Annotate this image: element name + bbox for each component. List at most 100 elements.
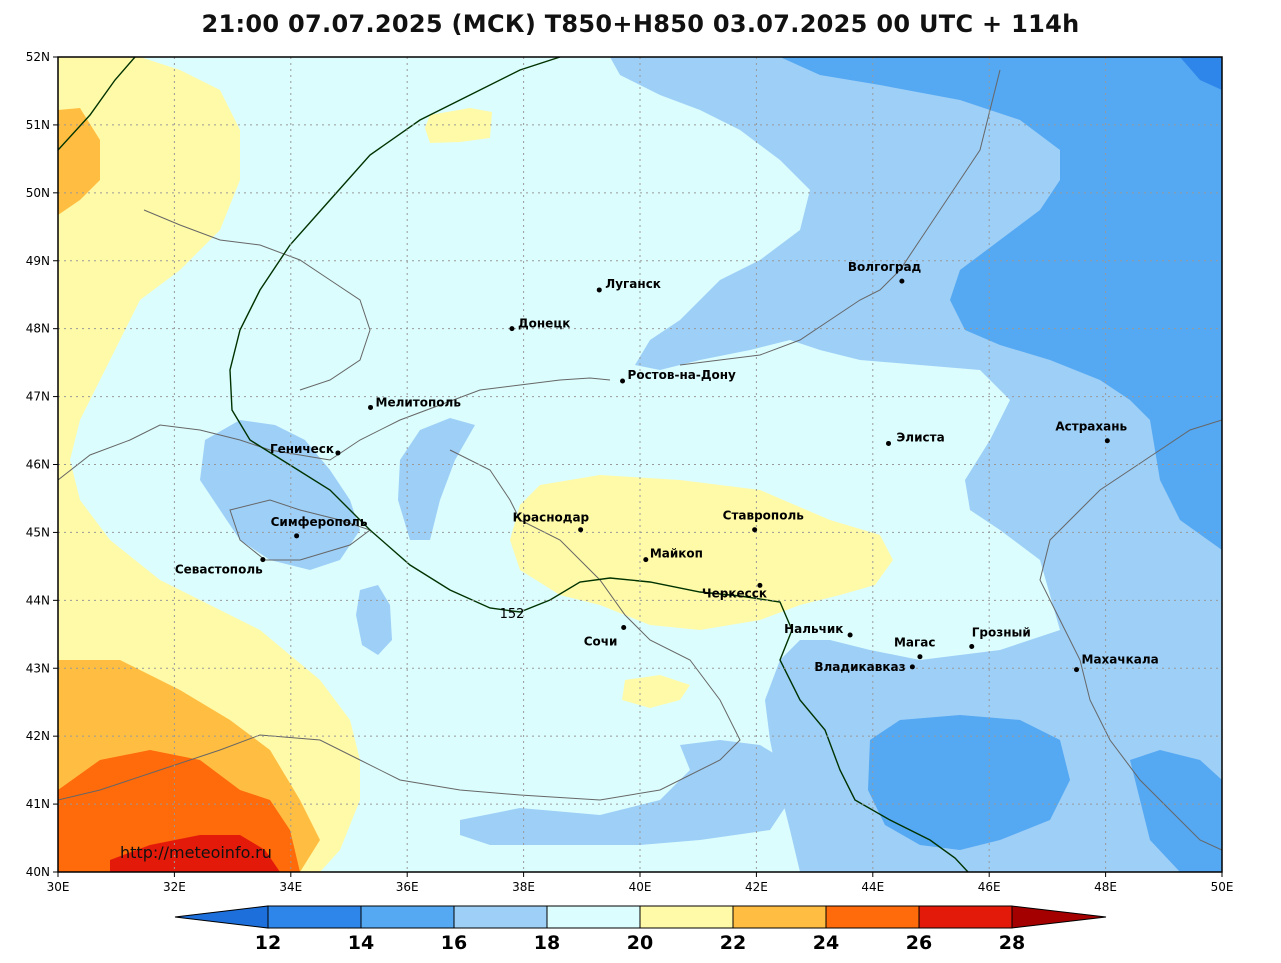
city-marker: [620, 378, 626, 384]
city-marker: [335, 450, 341, 456]
y-tick-label: 41N: [26, 797, 50, 811]
city-marker: [909, 664, 915, 670]
x-tick-label: 36E: [396, 880, 419, 894]
colorbar-label: 28: [999, 932, 1025, 954]
band-26-28-sw: [110, 835, 280, 872]
colorbar-extend-high: [1011, 905, 1107, 929]
cities-layer: Волгоград Луганск Донецк Ростов-на-Дону Мели…: [175, 260, 1159, 674]
x-tick-label: 34E: [279, 880, 302, 894]
colorbar-label: 18: [534, 932, 560, 954]
y-tick-label: 49N: [26, 254, 50, 268]
y-tick-label: 50N: [26, 186, 50, 200]
city-label: Севастополь: [175, 563, 263, 577]
city-label: Донецк: [518, 317, 570, 331]
map-title: 21:00 07.07.2025 (МСК) T850+H850 03.07.2…: [201, 10, 1080, 38]
city-label: Нальчик: [784, 622, 843, 636]
contour-label: 152: [500, 607, 525, 622]
band-20-22-center: [510, 475, 893, 630]
axes: 30E 32E 34E 36E 38E 40E 42E 44E 46E 48E 50E 52N 51N 5…: [26, 50, 1234, 894]
city-label: Краснодар: [513, 511, 590, 525]
colorbar-label: 22: [720, 932, 746, 954]
colorbar-label: 12: [255, 932, 281, 954]
y-tick-label: 48N: [26, 322, 50, 336]
city-label: Грозный: [972, 626, 1031, 640]
city-marker: [899, 278, 905, 284]
colorbar-label: 20: [627, 932, 653, 954]
x-tick-label: 40E: [629, 880, 652, 894]
city-marker: [621, 625, 627, 630]
x-tick-label: 32E: [163, 880, 186, 894]
band-12-14-ne: [1180, 57, 1222, 90]
colorbar-label: 16: [441, 932, 467, 954]
city-label: Майкоп: [650, 547, 703, 561]
city-marker: [596, 287, 602, 293]
city-label: Сочи: [584, 635, 618, 649]
x-tick-label: 48E: [1094, 880, 1117, 894]
y-tick-label: 43N: [26, 661, 50, 675]
band-14-16-east: [780, 57, 1222, 550]
y-tick-label: 42N: [26, 729, 50, 743]
x-tick-label: 44E: [861, 880, 884, 894]
colorbar-segment: [546, 905, 641, 929]
city-marker: [917, 654, 923, 660]
city-marker: [1074, 667, 1079, 673]
city-marker: [757, 582, 763, 588]
city-marker: [368, 404, 374, 410]
city-label: Ставрополь: [723, 509, 805, 523]
x-tick-label: 38E: [512, 880, 535, 894]
y-tick-label: 51N: [26, 118, 50, 132]
city-label: Магас: [894, 636, 936, 650]
city-marker: [847, 632, 853, 638]
colorbar-extend-low: [174, 905, 269, 929]
city-label: Махачкала: [1082, 653, 1159, 667]
y-tick-label: 40N: [26, 865, 50, 879]
city-marker: [886, 440, 892, 446]
colorbar-label: 14: [348, 932, 374, 954]
band-22-24-nw: [58, 108, 100, 215]
y-tick-label: 44N: [26, 593, 50, 607]
colorbar-segment: [453, 905, 548, 929]
band-20-22-north-spot: [425, 108, 492, 143]
city-marker: [1104, 438, 1110, 444]
colorbar: 12 14 16 18 20 22 24 26 28: [174, 905, 1107, 954]
city-label: Владикавказ: [814, 660, 905, 674]
watermark: http://meteoinfo.ru: [120, 843, 272, 862]
x-tick-label: 50E: [1211, 880, 1234, 894]
city-label: Геническ: [270, 442, 334, 456]
city-marker: [509, 326, 515, 332]
graticule: [58, 57, 1222, 872]
y-tick-label: 52N: [26, 50, 50, 64]
colorbar-segment: [360, 905, 455, 929]
band-20-22-sea-spot: [622, 675, 690, 708]
colorbar-label: 26: [906, 932, 932, 954]
colorbar-segment: [267, 905, 362, 929]
band-16-18-sea-spot: [356, 585, 392, 655]
x-tick-label: 46E: [978, 880, 1001, 894]
city-marker: [578, 527, 584, 533]
city-marker: [969, 644, 975, 650]
city-label: Луганск: [605, 277, 661, 291]
colorbar-segment: [825, 905, 920, 929]
colorbar-label: 24: [813, 932, 839, 954]
band-16-18-azov: [398, 418, 475, 540]
city-label: Симферополь: [271, 515, 368, 529]
city-marker: [643, 557, 649, 563]
colorbar-segment: [918, 905, 1013, 929]
y-tick-label: 46N: [26, 458, 50, 472]
city-label: Ростов-на-Дону: [628, 368, 737, 382]
colorbar-segment: [732, 905, 827, 929]
band-14-16-southeast: [1130, 750, 1222, 872]
x-tick-label: 30E: [47, 880, 70, 894]
city-label: Астрахань: [1055, 420, 1127, 434]
city-marker: [260, 557, 266, 563]
y-tick-label: 45N: [26, 525, 50, 539]
city-marker: [752, 527, 758, 533]
x-tick-label: 42E: [745, 880, 768, 894]
city-label: Черкесск: [702, 586, 767, 600]
city-label: Волгоград: [848, 260, 922, 274]
city-label: Мелитополь: [376, 395, 462, 409]
y-tick-label: 47N: [26, 390, 50, 404]
band-14-16-south: [868, 715, 1070, 850]
colorbar-segment: [639, 905, 734, 929]
